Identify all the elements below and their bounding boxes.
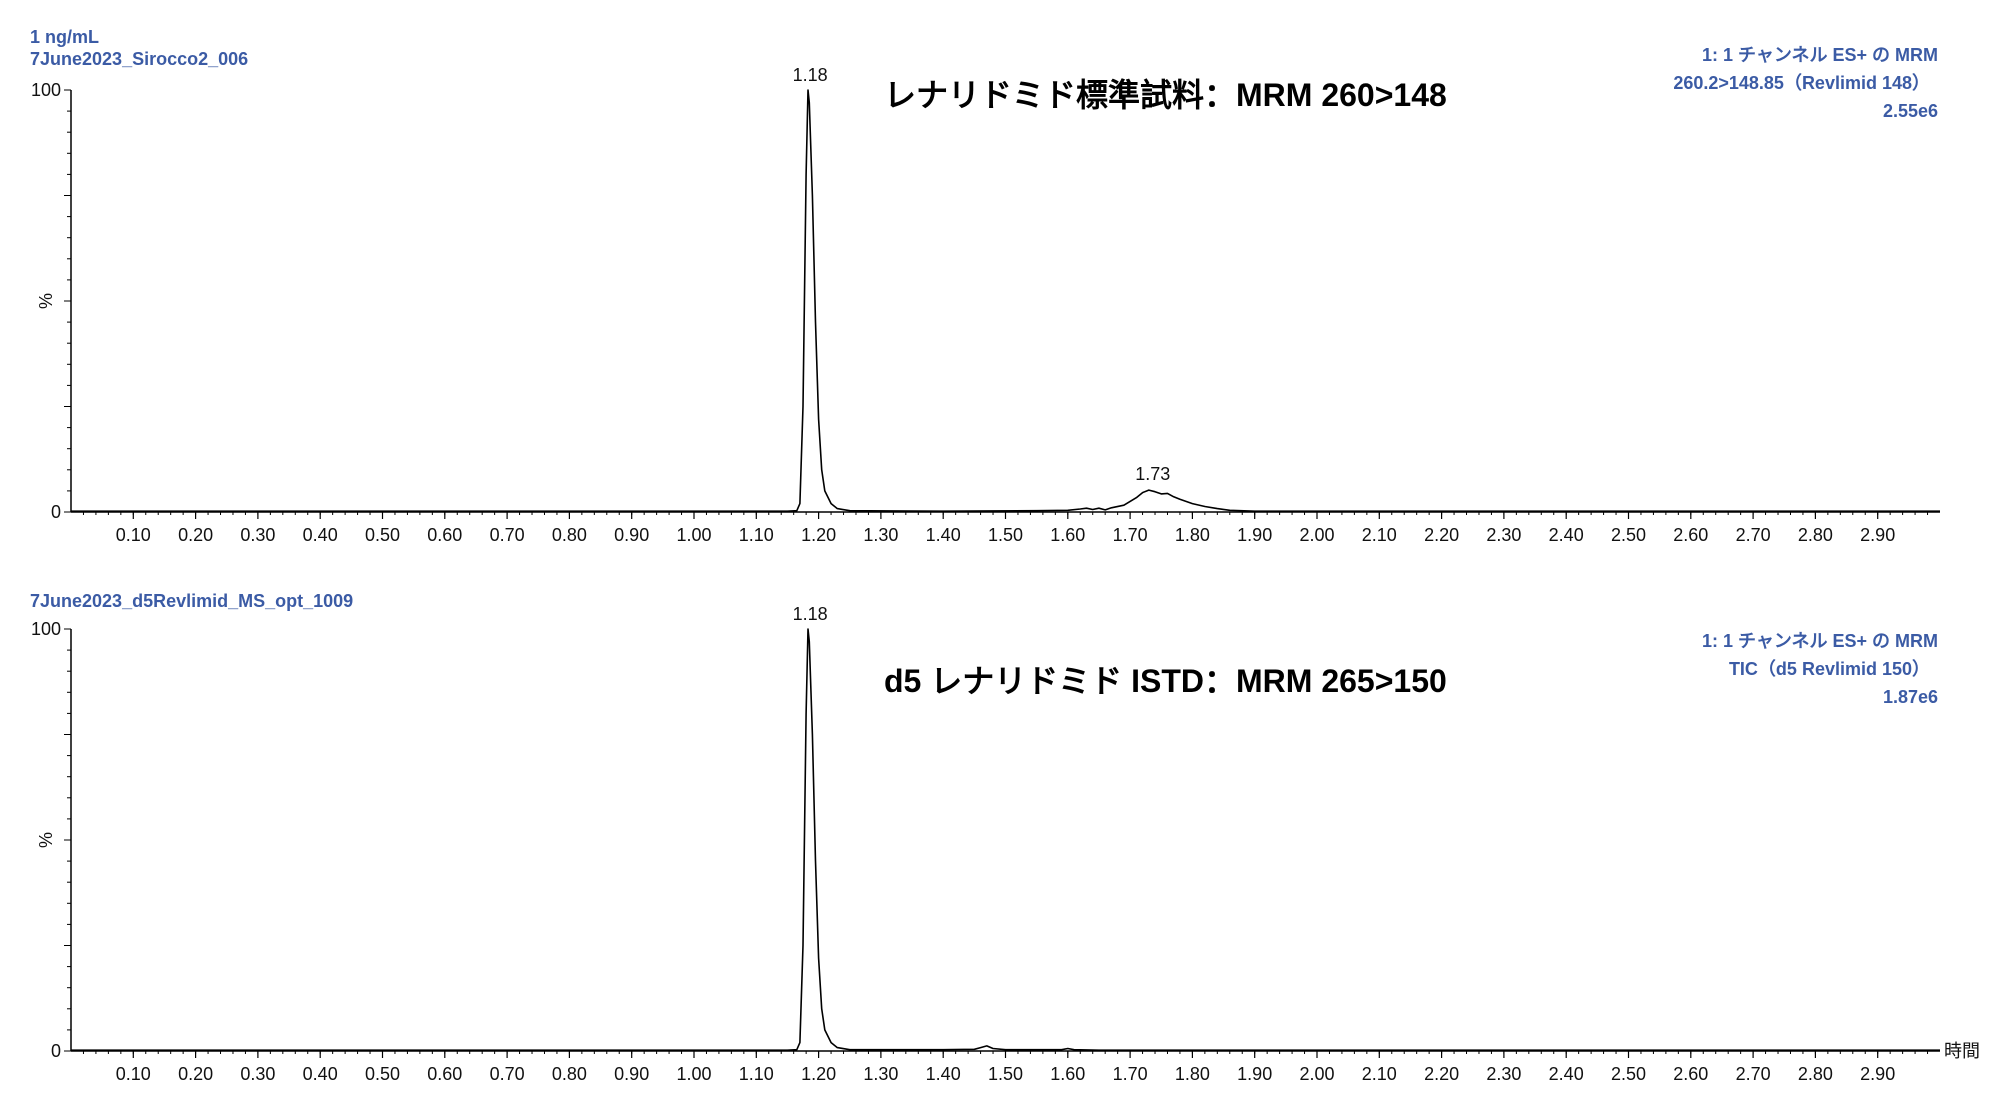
x-tick-label: 0.80 — [552, 525, 587, 545]
chart1-sample-name: 1 ng/mL — [30, 27, 100, 47]
x-tick-label: 2.70 — [1736, 525, 1771, 545]
x-tick-label: 1.80 — [1175, 525, 1210, 545]
y-axis-label: % — [36, 293, 56, 309]
x-tick-label: 1.10 — [739, 525, 774, 545]
x-tick-label: 2.00 — [1299, 1064, 1334, 1084]
x-tick-label: 2.90 — [1860, 1064, 1895, 1084]
x-tick-label: 2.60 — [1673, 1064, 1708, 1084]
chart2-channel-info: 1: 1 チャンネル ES+ の MRM — [1702, 631, 1938, 651]
x-tick-label: 2.60 — [1673, 525, 1708, 545]
x-tick-label: 2.20 — [1424, 1064, 1459, 1084]
x-tick-label: 2.70 — [1736, 1064, 1771, 1084]
x-tick-label: 2.20 — [1424, 525, 1459, 545]
chart2-title: d5 レナリドミド ISTD：MRM 265>150 — [884, 663, 1447, 699]
x-tick-label: 0.30 — [240, 525, 275, 545]
x-tick-label: 1.40 — [926, 525, 961, 545]
chart1-file-name: 7June2023_Sirocco2_006 — [30, 49, 249, 69]
x-tick-label: 1.60 — [1050, 525, 1085, 545]
x-tick-label: 0.40 — [303, 1064, 338, 1084]
x-tick-label: 2.80 — [1798, 1064, 1833, 1084]
x-tick-label: 0.90 — [614, 1064, 649, 1084]
x-tick-label: 1.50 — [988, 525, 1023, 545]
x-tick-label: 0.50 — [365, 1064, 400, 1084]
x-tick-label: 0.60 — [427, 525, 462, 545]
chart1-intensity: 2.55e6 — [1882, 101, 1938, 121]
x-tick-label: 0.80 — [552, 1064, 587, 1084]
chart2-intensity: 1.87e6 — [1882, 687, 1938, 707]
x-tick-label: 1.70 — [1113, 525, 1148, 545]
x-tick-label: 0.70 — [490, 525, 525, 545]
x-tick-label: 1.00 — [676, 525, 711, 545]
x-tick-label: 1.40 — [926, 1064, 961, 1084]
x-tick-label: 2.10 — [1362, 1064, 1397, 1084]
chromatogram-trace — [71, 89, 1940, 512]
chart2-file-name: 7June2023_d5Revlimid_MS_opt_1009 — [30, 591, 354, 611]
x-tick-label: 1.20 — [801, 1064, 836, 1084]
peak-label: 1.18 — [793, 604, 828, 624]
x-tick-label: 0.10 — [116, 525, 151, 545]
x-tick-label: 0.20 — [178, 525, 213, 545]
peak-label: 1.18 — [793, 65, 828, 85]
chart1-channel-info: 1: 1 チャンネル ES+ の MRM — [1702, 45, 1938, 65]
x-tick-label: 0.10 — [116, 1064, 151, 1084]
x-tick-label: 0.90 — [614, 525, 649, 545]
x-axis-label: 時間 — [1944, 1041, 1980, 1061]
chart1-plot: 0.10 0.20 0.30 0.40 0.50 0.60 0.70 0.80 0.90 1.00… — [31, 65, 1940, 545]
x-tick-label: 0.70 — [490, 1064, 525, 1084]
x-tick-label: 1.60 — [1050, 1064, 1085, 1084]
x-tick-label: 2.80 — [1798, 525, 1833, 545]
x-tick-label: 2.10 — [1362, 525, 1397, 545]
x-tick-label: 0.20 — [178, 1064, 213, 1084]
x-tick-label: 2.90 — [1860, 525, 1895, 545]
x-tick-label: 1.50 — [988, 1064, 1023, 1084]
x-tick-label: 1.70 — [1113, 1064, 1148, 1084]
y-tick-label: 0 — [51, 1041, 61, 1061]
chart2-plot: 0.10 0.20 0.30 0.40 0.50 0.60 0.70 0.80 0.90 1.00… — [31, 604, 1980, 1084]
x-tick-label: 1.30 — [863, 1064, 898, 1084]
x-tick-label: 2.40 — [1549, 1064, 1584, 1084]
chromatogram-trace — [71, 628, 1940, 1051]
x-tick-label: 2.30 — [1486, 1064, 1521, 1084]
x-tick-label: 2.00 — [1299, 525, 1334, 545]
x-tick-label: 0.30 — [240, 1064, 275, 1084]
x-tick-label: 1.80 — [1175, 1064, 1210, 1084]
y-tick-label: 100 — [31, 619, 61, 639]
x-tick-label: 1.30 — [863, 525, 898, 545]
x-tick-label: 1.90 — [1237, 1064, 1272, 1084]
chart1-transition-info: 260.2>148.85（Revlimid 148） — [1673, 73, 1930, 93]
x-tick-label: 1.00 — [676, 1064, 711, 1084]
x-tick-label: 2.50 — [1611, 525, 1646, 545]
x-tick-label: 1.20 — [801, 525, 836, 545]
x-tick-label: 0.40 — [303, 525, 338, 545]
x-tick-label: 2.30 — [1486, 525, 1521, 545]
chart2-transition-info: TIC（d5 Revlimid 150） — [1728, 659, 1930, 679]
y-tick-label: 100 — [31, 80, 61, 100]
y-axis-label: % — [36, 832, 56, 848]
x-tick-label: 2.40 — [1549, 525, 1584, 545]
x-tick-label: 2.50 — [1611, 1064, 1646, 1084]
x-tick-label: 0.50 — [365, 525, 400, 545]
x-tick-label: 1.10 — [739, 1064, 774, 1084]
chart1-title: レナリドミド標準試料：MRM 260>148 — [884, 77, 1447, 113]
peak-label: 1.73 — [1135, 464, 1170, 484]
x-tick-label: 0.60 — [427, 1064, 462, 1084]
y-tick-label: 0 — [51, 502, 61, 522]
x-tick-label: 1.90 — [1237, 525, 1272, 545]
